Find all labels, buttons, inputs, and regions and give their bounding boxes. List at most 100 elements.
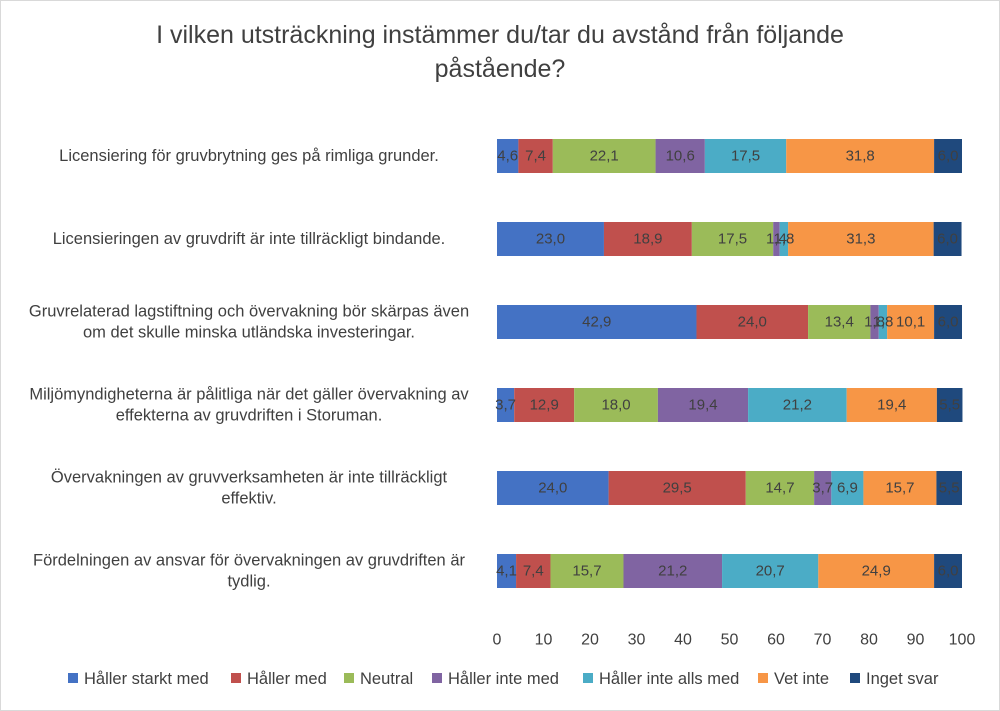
data-label: 21,2 <box>658 563 687 580</box>
category-label: tydlig. <box>227 573 270 591</box>
bar-segment <box>808 305 871 339</box>
bar-segments <box>497 139 963 588</box>
data-label: 19,4 <box>688 397 717 414</box>
legend-swatch <box>432 673 442 683</box>
bar-segment <box>704 139 787 173</box>
chart-title: I vilken utsträckning instämmer du/tar d… <box>100 18 900 86</box>
bar-segment <box>745 471 815 505</box>
data-label: 24,9 <box>862 563 891 580</box>
data-label: 10,6 <box>666 148 695 165</box>
x-tick-label: 90 <box>907 632 925 649</box>
data-label: 24,0 <box>738 314 767 331</box>
legend-swatch <box>850 673 860 683</box>
data-label: 12,9 <box>530 397 559 414</box>
x-tick-label: 80 <box>860 632 878 649</box>
bar-segment <box>696 305 809 339</box>
legend-label: Vet inte <box>774 670 829 688</box>
category-label: Övervakningen av gruvverksamheten är int… <box>51 469 448 487</box>
data-label: 7,4 <box>523 563 544 580</box>
bar-segment <box>887 305 935 339</box>
data-label: 5,5 <box>939 397 960 414</box>
legend-label: Inget svar <box>866 670 939 688</box>
bar-segment <box>878 305 888 339</box>
data-label: 14,7 <box>765 480 794 497</box>
bar-segment <box>786 139 935 173</box>
bar-segment <box>818 554 935 588</box>
x-tick-label: 40 <box>674 632 692 649</box>
category-label: Licensiering för gruvbrytning ges på rim… <box>59 147 439 165</box>
data-label: 19,4 <box>877 397 906 414</box>
x-tick-label: 70 <box>814 632 832 649</box>
legend-label: Håller inte med <box>448 670 559 688</box>
category-label: Gruvrelaterad lagstiftning och övervakni… <box>29 303 469 321</box>
x-tick-label: 60 <box>767 632 785 649</box>
data-label: 6,9 <box>837 480 858 497</box>
bar-segment <box>863 471 937 505</box>
bar-segment <box>657 388 749 422</box>
chart-title-line-1: I vilken utsträckning instämmer du/tar d… <box>156 21 844 49</box>
bar-segment <box>574 388 658 422</box>
legend-label: Håller inte alls med <box>599 670 739 688</box>
bar-segment <box>788 222 934 256</box>
legend-label: Håller starkt med <box>84 670 209 688</box>
data-label: 42,9 <box>582 314 611 331</box>
data-label: 18,0 <box>601 397 630 414</box>
data-label: 6,0 <box>937 231 958 248</box>
data-label: 21,2 <box>783 397 812 414</box>
category-label: effektiv. <box>221 490 276 508</box>
bar-segment <box>722 554 819 588</box>
chart-title-line-2: påstående? <box>434 55 566 83</box>
bar-segment <box>936 471 962 505</box>
legend-swatch <box>68 673 78 683</box>
legend-label: Neutral <box>360 670 413 688</box>
bar-segment <box>846 388 937 422</box>
category-label: om det skulle minska utländska investeri… <box>83 324 415 342</box>
data-label: 7,4 <box>525 148 546 165</box>
data-label: 29,5 <box>663 480 692 497</box>
x-tick-label: 50 <box>721 632 739 649</box>
bar-segment <box>497 139 519 173</box>
data-label: 13,4 <box>825 314 854 331</box>
data-label: 6,0 <box>938 563 959 580</box>
bar-segment <box>779 222 789 256</box>
bar-segment <box>518 139 553 173</box>
bar-segment <box>623 554 723 588</box>
bar-segment <box>550 554 624 588</box>
data-label: 4,1 <box>496 563 517 580</box>
data-label: 6,0 <box>938 314 959 331</box>
data-label: 22,1 <box>590 148 619 165</box>
data-label: 15,7 <box>885 480 914 497</box>
bar-segment <box>934 305 962 339</box>
data-label: 23,0 <box>536 231 565 248</box>
data-label: 10,1 <box>896 314 925 331</box>
category-label: effekterna av gruvdriften i Storuman. <box>116 407 383 425</box>
x-tick-label: 30 <box>628 632 646 649</box>
bar-segment <box>497 388 515 422</box>
bar-segment <box>603 222 692 256</box>
bar-segment <box>552 139 656 173</box>
data-label: 3,7 <box>812 480 833 497</box>
bar-segment <box>514 388 575 422</box>
data-label: 1,8 <box>773 231 794 248</box>
bar-segment <box>497 554 517 588</box>
bar-segment <box>608 471 746 505</box>
bar-segment <box>933 222 962 256</box>
data-label: 6,0 <box>938 148 959 165</box>
x-axis: 0 10 20 30 40 50 60 70 80 90 100 <box>493 632 976 649</box>
bar-segment <box>814 471 832 505</box>
category-label: Licensieringen av gruvdrift är inte till… <box>53 230 446 248</box>
bar-segment <box>870 305 879 339</box>
legend-swatch <box>583 673 593 683</box>
bar-segment <box>773 222 780 256</box>
data-label: 5,5 <box>939 480 960 497</box>
bar-segment <box>936 388 963 422</box>
category-labels: Licensiering för gruvbrytning ges på rim… <box>29 147 470 591</box>
bar-segment <box>497 305 697 339</box>
data-label: 18,9 <box>633 231 662 248</box>
data-label: 17,5 <box>731 148 760 165</box>
bar-segment <box>516 554 551 588</box>
data-label: 15,7 <box>572 563 601 580</box>
data-label: 3,7 <box>495 397 516 414</box>
category-label: Fördelningen av ansvar för övervakningen… <box>33 552 465 570</box>
data-label: 20,7 <box>756 563 785 580</box>
